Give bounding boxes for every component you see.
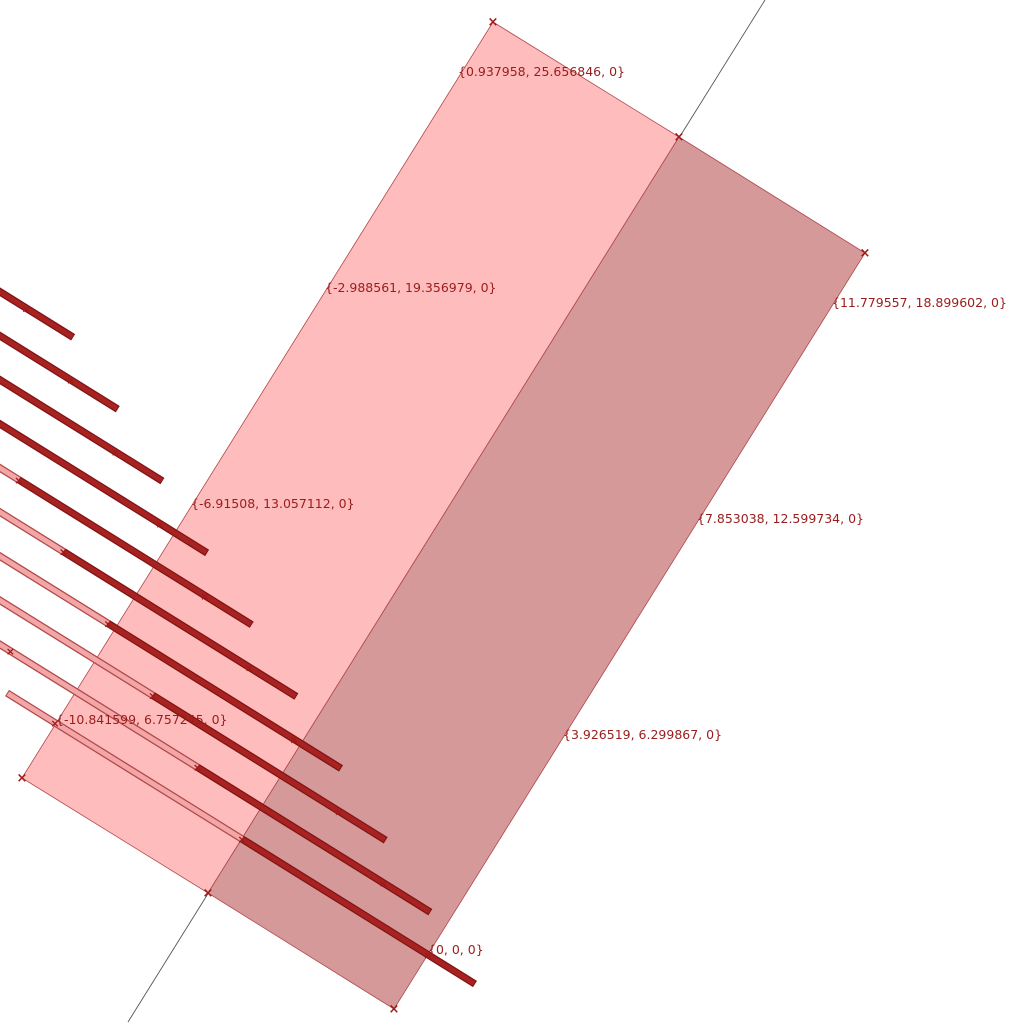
rail-dark-outline[interactable] <box>0 336 162 481</box>
rail-marker[interactable]: × <box>289 733 298 746</box>
corner-marker[interactable]: × <box>674 130 685 145</box>
rail-marker[interactable]: × <box>334 805 343 818</box>
rail-light-outline[interactable] <box>0 334 19 480</box>
rail-dark[interactable] <box>0 336 162 480</box>
corner-marker[interactable]: × <box>488 15 499 30</box>
coord-label: {-10.841599, 6.757245, 0} <box>56 712 228 727</box>
corner-marker[interactable]: × <box>860 246 871 261</box>
rail-marker[interactable]: × <box>59 546 68 559</box>
rail-marker[interactable]: × <box>148 689 157 702</box>
rail-marker[interactable]: × <box>379 877 388 890</box>
rail-light[interactable] <box>0 334 19 479</box>
rail-marker[interactable]: × <box>14 474 23 487</box>
rail-marker[interactable]: × <box>200 590 209 603</box>
coord-label: {0.937958, 25.656846, 0} <box>458 64 625 79</box>
corner-marker[interactable]: × <box>203 886 214 901</box>
rail-marker[interactable]: × <box>103 617 112 630</box>
rail-marker[interactable]: × <box>245 662 254 675</box>
rail-marker[interactable]: × <box>6 645 15 658</box>
coord-label: {-2.988561, 19.356979, 0} <box>325 280 497 295</box>
rail-marker[interactable]: × <box>66 374 75 387</box>
rail-marker[interactable]: × <box>22 302 31 315</box>
corner-marker[interactable]: × <box>17 771 28 786</box>
coord-label: {7.853038, 12.599734, 0} <box>697 511 864 526</box>
coord-label: {11.779557, 18.899602, 0} <box>832 295 1007 310</box>
rail-marker[interactable]: × <box>193 761 202 774</box>
coord-label: {-6.91508, 13.057112, 0} <box>191 496 355 511</box>
coord-label: {3.926519, 6.299867, 0} <box>563 727 722 742</box>
rail-marker[interactable]: × <box>111 446 120 459</box>
corner-marker[interactable]: × <box>389 1002 400 1017</box>
rail-dark[interactable] <box>0 192 72 336</box>
rail-marker[interactable]: × <box>237 833 246 846</box>
rail-marker[interactable]: × <box>155 518 164 531</box>
coord-label: {0, 0, 0} <box>428 942 484 957</box>
